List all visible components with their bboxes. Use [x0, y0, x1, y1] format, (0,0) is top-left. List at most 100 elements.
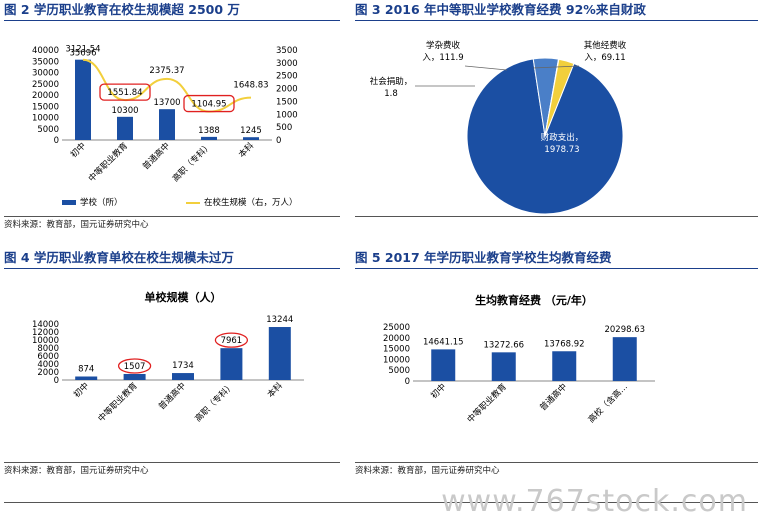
- x-tick-label: 初中: [72, 380, 92, 400]
- bar-data-label: 1245: [240, 126, 262, 136]
- y-tick-label: 0: [405, 377, 410, 387]
- figure-5-source: 资料来源：教育部，国元证券研究中心: [355, 462, 758, 479]
- line-data-label: 1648.83: [233, 81, 268, 91]
- bar-data-label: 13272.66: [483, 340, 524, 350]
- bar-data-label: 13700: [153, 98, 180, 108]
- figure-4-title: 图 4 学历职业教育单校在校生规模未过万: [4, 248, 340, 269]
- figure-5-panel: 图 5 2017 年学历职业教育学校生均教育经费 生均教育经费 （元/年） 0 50…: [355, 248, 758, 484]
- y-tick-label: 10000: [32, 114, 59, 124]
- bar: [220, 348, 243, 380]
- y2-tick-label: 3500: [276, 46, 298, 56]
- pie-data-label: 其他经费收: [584, 40, 627, 51]
- y-tick-label: 4000: [37, 360, 59, 370]
- figure-5-title: 图 5 2017 年学历职业教育学校生均教育经费: [355, 248, 758, 269]
- bar: [243, 137, 259, 140]
- y-tick-label: 30000: [32, 69, 59, 79]
- bar-data-label: 7961: [221, 336, 243, 346]
- pie-data-label: 入，111.9: [422, 53, 463, 63]
- y2-tick-label: 500: [276, 123, 292, 133]
- bar-data-label: 874: [78, 365, 94, 375]
- y-tick-label: 40000: [32, 46, 59, 56]
- legend-label-bar: 学校（所）: [80, 197, 123, 208]
- bar-data-label: 1388: [198, 126, 220, 136]
- y-tick-label: 14000: [32, 320, 59, 330]
- highlight-box: [99, 83, 151, 101]
- pie-data-label: 学杂费收: [426, 40, 461, 51]
- bar: [201, 136, 217, 140]
- x-tick-label: 初中: [68, 140, 88, 160]
- bar: [552, 351, 577, 381]
- bar-data-label: 1507: [124, 362, 146, 372]
- line-data-label: 2375.37: [149, 66, 184, 76]
- figure-2-source: 资料来源：教育部，国元证券研究中心: [4, 216, 340, 233]
- bar: [159, 109, 175, 140]
- legend-label-line: 在校生规模（右，万人）: [204, 197, 298, 208]
- bar: [172, 373, 194, 380]
- pie-data-label: 1978.73: [544, 145, 579, 155]
- bar-data-label: 35696: [69, 49, 96, 59]
- highlight-box: [183, 94, 235, 113]
- x-tick-label: 中等职业教育: [86, 140, 130, 184]
- highlight-ellipse: [214, 332, 249, 348]
- x-tick-label: 高校（含高…: [586, 381, 630, 425]
- y-tick-label: 25000: [383, 323, 410, 333]
- bar: [75, 59, 91, 140]
- line-series: [82, 58, 252, 113]
- figure-2-chart: 0500010000150002000025000300003500040000…: [32, 45, 298, 208]
- bar-data-label: 13244: [266, 315, 293, 325]
- line-data-label: 1104.95: [191, 100, 226, 110]
- x-tick-label: 本科: [236, 140, 256, 160]
- pie-data-label: 社会捐助，: [370, 76, 413, 87]
- pie-data-label: 入，69.11: [584, 53, 625, 63]
- pie-data-label: 1.8: [384, 89, 398, 99]
- line-data-label: 1551.84: [107, 88, 142, 98]
- y-tick-label: 2000: [37, 368, 59, 378]
- y-tick-label: 5000: [388, 366, 410, 376]
- y-tick-label: 20000: [32, 91, 59, 101]
- x-tick-label: 高职（专科）: [193, 380, 237, 424]
- highlight-ellipse: [117, 358, 152, 374]
- figure-3-source-line: [355, 216, 758, 233]
- y2-tick-label: 2000: [276, 85, 298, 95]
- y2-tick-label: 2500: [276, 72, 298, 82]
- y-tick-label: 35000: [32, 57, 59, 67]
- bar-data-label: 10300: [111, 106, 138, 116]
- x-tick-label: 高职（专科）: [170, 140, 214, 184]
- bar: [123, 373, 146, 380]
- bar-data-label: 14641.15: [423, 337, 464, 347]
- figure-3-title: 图 3 2016 年中等职业学校教育经费 92%来自财政: [355, 0, 758, 21]
- chart-title: 生均教育经费 （元/年）: [475, 293, 593, 307]
- pie-data-label: 财政支出，: [541, 132, 584, 143]
- y-tick-label: 0: [54, 376, 59, 386]
- y2-tick-label: 1000: [276, 110, 298, 120]
- bar: [268, 327, 291, 380]
- figure-3-panel: 图 3 2016 年中等职业学校教育经费 92%来自财政 财政支出， 1978.7…: [355, 0, 758, 236]
- x-tick-label: 中等职业教育: [465, 381, 509, 425]
- y2-tick-label: 0: [276, 136, 281, 146]
- y-tick-label: 5000: [37, 125, 59, 135]
- bar-data-label: 1734: [172, 361, 194, 371]
- watermark: www.767stock.com: [441, 484, 748, 519]
- bar: [75, 376, 98, 380]
- y-tick-label: 10000: [32, 336, 59, 346]
- y-tick-label: 25000: [32, 80, 59, 90]
- x-tick-label: 普通高中: [538, 381, 570, 413]
- y-tick-label: 6000: [37, 352, 59, 362]
- leader-line: [464, 65, 508, 71]
- pie-slice: [466, 58, 624, 214]
- y-tick-label: 10000: [383, 355, 410, 365]
- x-tick-label: 本科: [265, 380, 285, 400]
- x-tick-label: 普通高中: [156, 380, 188, 412]
- y-tick-label: 0: [54, 136, 59, 146]
- page-footer-rule: [4, 502, 758, 503]
- leader-line: [532, 65, 580, 69]
- chart-title: 单校规模（人）: [145, 290, 222, 304]
- x-tick-label: 初中: [429, 381, 449, 401]
- y-tick-label: 15000: [383, 345, 410, 355]
- figure-2-title: 图 2 学历职业教育在校生规模超 2500 万: [4, 0, 340, 21]
- figure-4-source: 资料来源：教育部，国元证券研究中心: [4, 462, 340, 479]
- bar: [612, 337, 637, 381]
